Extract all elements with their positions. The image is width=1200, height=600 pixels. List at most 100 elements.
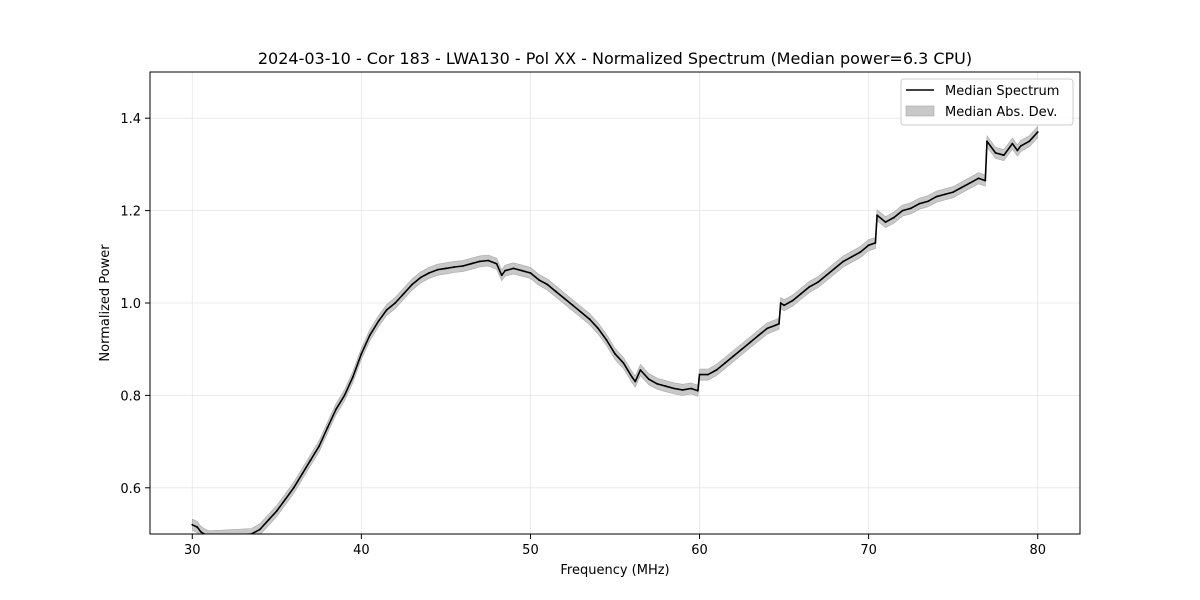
legend-label-median-abs-dev: Median Abs. Dev. bbox=[945, 105, 1057, 120]
median-spectrum-point bbox=[461, 265, 464, 267]
median-spectrum-point bbox=[817, 281, 819, 284]
median-spectrum-point bbox=[681, 388, 684, 391]
median-spectrum-point bbox=[874, 242, 877, 244]
median-spectrum-point bbox=[926, 200, 929, 203]
median-spectrum-point bbox=[478, 260, 481, 263]
median-spectrum-point bbox=[994, 151, 997, 154]
median-spectrum-point bbox=[267, 519, 270, 522]
median-spectrum-point bbox=[664, 385, 667, 388]
median-spectrum-point bbox=[690, 387, 692, 390]
median-spectrum-point bbox=[732, 355, 735, 358]
median-spectrum-point bbox=[749, 341, 752, 344]
median-spectrum-point bbox=[757, 334, 760, 337]
median-spectrum-point bbox=[301, 473, 304, 475]
x-tick-label: 60 bbox=[691, 543, 708, 558]
x-tick-label: 30 bbox=[184, 543, 201, 558]
median-spectrum-point bbox=[724, 362, 726, 364]
median-spectrum-point bbox=[622, 362, 625, 364]
median-spectrum-point bbox=[984, 179, 987, 182]
median-spectrum-point bbox=[715, 369, 718, 371]
median-spectrum-point bbox=[960, 186, 963, 189]
median-spectrum-point bbox=[859, 251, 862, 254]
median-spectrum-point bbox=[326, 426, 329, 429]
median-spectrum-point bbox=[1003, 154, 1005, 157]
y-axis-ticks: 0.6 0.8 1.0 1.2 1.4 bbox=[120, 112, 150, 497]
median-spectrum-point bbox=[521, 269, 523, 272]
median-spectrum-point bbox=[554, 290, 557, 293]
median-spectrum-point bbox=[707, 373, 709, 376]
median-spectrum-point bbox=[614, 352, 616, 355]
legend-box bbox=[900, 78, 1074, 126]
median-spectrum-point bbox=[639, 369, 642, 371]
median-spectrum-point bbox=[377, 320, 380, 323]
median-spectrum-point bbox=[791, 299, 794, 302]
median-spectrum-point bbox=[1036, 131, 1039, 133]
median-spectrum-point bbox=[411, 283, 413, 286]
median-spectrum-point bbox=[1019, 145, 1022, 147]
chart-title: 2024-03-10 - Cor 183 - LWA130 - Pol XX -… bbox=[258, 49, 972, 68]
median-abs-dev-band bbox=[192, 125, 1038, 534]
median-spectrum-point bbox=[842, 260, 845, 263]
x-axis-label: Frequency (MHz) bbox=[560, 563, 669, 578]
y-axis-label: Normalized Power bbox=[98, 244, 113, 362]
y-tick-label: 0.6 bbox=[120, 482, 141, 497]
x-tick-label: 50 bbox=[522, 543, 539, 558]
median-spectrum-point bbox=[952, 191, 955, 194]
median-spectrum-point bbox=[808, 285, 811, 288]
median-spectrum-point bbox=[800, 292, 802, 295]
median-spectrum-point bbox=[1011, 142, 1014, 145]
median-spectrum-point bbox=[546, 283, 549, 286]
median-spectrum-point bbox=[445, 267, 447, 270]
median-spectrum-point bbox=[631, 376, 633, 378]
median-spectrum-point bbox=[876, 214, 878, 217]
median-spectrum-point bbox=[500, 274, 503, 277]
median-spectrum-point bbox=[419, 276, 422, 279]
median-spectrum-point bbox=[893, 216, 895, 219]
median-spectrum-point bbox=[696, 389, 699, 392]
median-spectrum-point bbox=[825, 274, 828, 277]
median-spectrum-point bbox=[309, 459, 312, 461]
y-tick-label: 1.2 bbox=[120, 205, 141, 220]
median-spectrum-point bbox=[402, 292, 405, 295]
median-spectrum-point bbox=[360, 352, 363, 355]
median-spectrum-point bbox=[1016, 149, 1019, 152]
median-spectrum-point bbox=[196, 526, 199, 528]
median-spectrum-point bbox=[512, 267, 515, 270]
median-spectrum-point bbox=[673, 387, 676, 390]
median-spectrum-point bbox=[487, 259, 490, 262]
median-spectrum-point bbox=[588, 318, 591, 321]
median-spectrum-point bbox=[597, 327, 599, 330]
median-spectrum-point bbox=[634, 380, 637, 383]
median-spectrum-point bbox=[394, 302, 397, 304]
legend-band-swatch bbox=[905, 105, 935, 117]
median-spectrum-point bbox=[850, 255, 853, 258]
median-spectrum-point bbox=[343, 394, 346, 397]
median-spectrum-point bbox=[368, 334, 371, 337]
median-spectrum-point bbox=[977, 177, 980, 180]
median-spectrum-point bbox=[867, 244, 870, 247]
median-spectrum-point bbox=[910, 207, 912, 210]
x-axis-ticks: 30 40 50 60 70 80 bbox=[184, 534, 1046, 558]
x-tick-label: 70 bbox=[860, 543, 877, 558]
median-spectrum-point bbox=[259, 528, 261, 531]
median-spectrum-point bbox=[605, 339, 608, 341]
median-spectrum-point bbox=[504, 269, 506, 272]
median-spectrum-point bbox=[778, 322, 780, 325]
median-spectrum-point bbox=[470, 262, 473, 265]
median-spectrum-point bbox=[779, 302, 782, 304]
median-spectrum-point bbox=[563, 297, 566, 300]
legend: Median Spectrum Median Abs. Dev. bbox=[900, 78, 1074, 126]
median-spectrum-point bbox=[428, 272, 430, 274]
median-spectrum-point bbox=[783, 304, 785, 307]
legend-label-median-spectrum: Median Spectrum bbox=[945, 84, 1059, 99]
median-spectrum-point bbox=[943, 193, 946, 196]
median-spectrum-point bbox=[385, 309, 388, 311]
median-spectrum-point bbox=[901, 209, 904, 212]
median-spectrum-point bbox=[292, 486, 295, 489]
median-spectrum-point bbox=[884, 221, 887, 224]
median-spectrum-point bbox=[986, 140, 988, 143]
median-spectrum-point bbox=[199, 530, 202, 533]
median-spectrum-point bbox=[766, 327, 769, 330]
median-spectrum-point bbox=[352, 376, 354, 378]
median-spectrum-point bbox=[580, 311, 583, 314]
